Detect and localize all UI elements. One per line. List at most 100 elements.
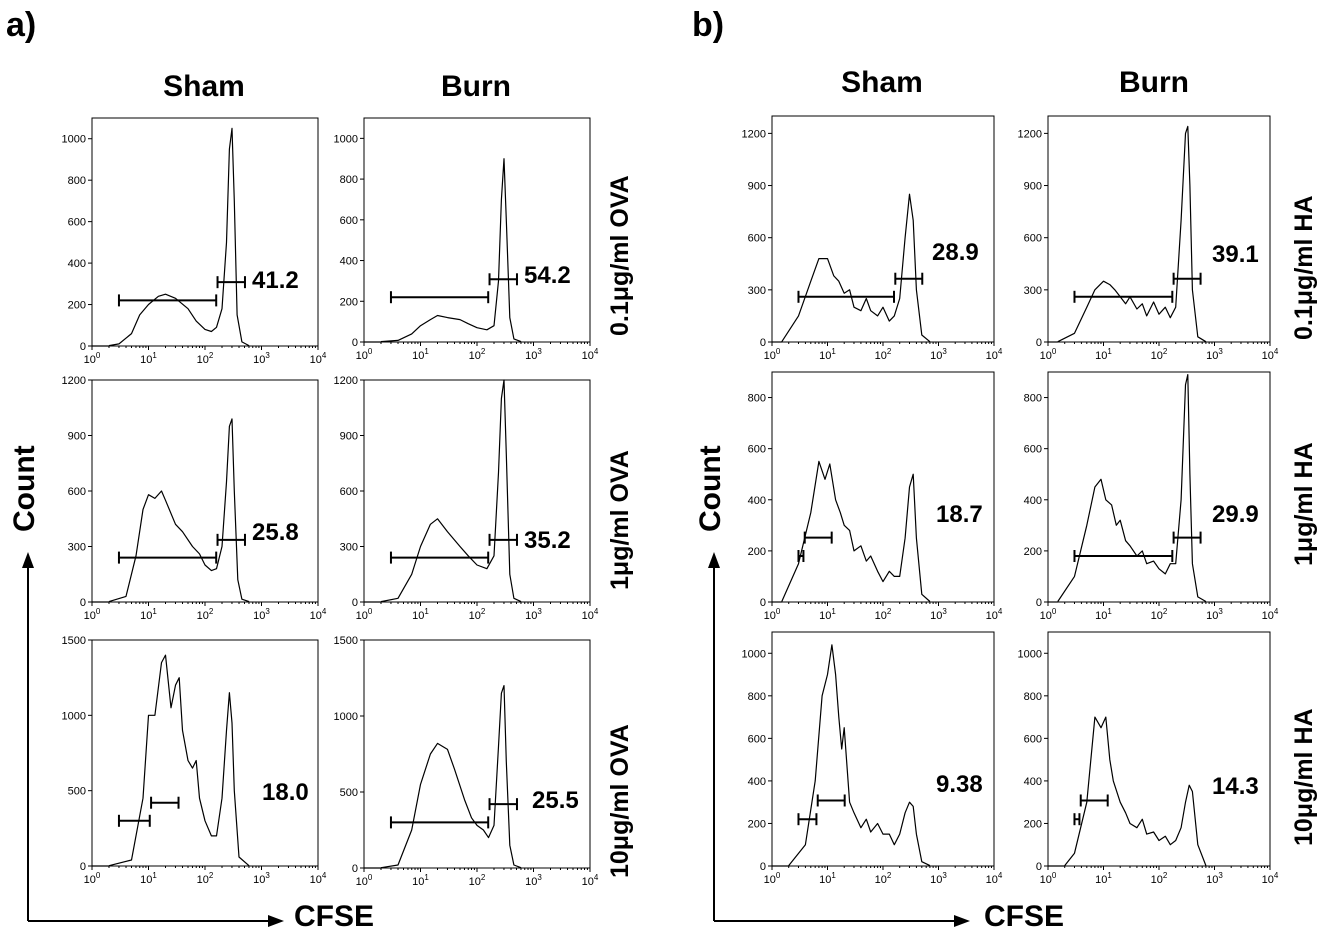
x-tick-label: 102 (1151, 871, 1168, 886)
panel-a-col-sham: Sham (163, 70, 245, 103)
y-tick-label: 300 (1024, 285, 1042, 297)
histogram-line (781, 193, 931, 343)
gate-percentage: 28.9 (932, 239, 979, 266)
x-tick-label: 104 (1262, 871, 1279, 886)
y-tick-label: 800 (1024, 393, 1042, 405)
panel-b-row-label-3: 10μg/ml HA (1290, 708, 1318, 846)
x-tick-label: 100 (764, 607, 781, 622)
histogram-line (788, 644, 931, 867)
y-tick-label: 1200 (1018, 128, 1042, 140)
x-tick-label: 104 (582, 873, 599, 888)
y-tick-label: 0 (352, 337, 358, 349)
x-tick-label: 103 (525, 607, 542, 622)
x-tick-label: 100 (1040, 607, 1057, 622)
panel-a-row-label-1: 0.1μg/ml OVA (606, 175, 634, 336)
histogram-line (108, 127, 250, 347)
y-tick-label: 400 (748, 495, 766, 507)
y-tick-label: 1000 (1018, 648, 1042, 660)
y-tick-label: 600 (748, 233, 766, 245)
y-tick-label: 200 (340, 296, 358, 308)
y-tick-label: 0 (80, 597, 86, 609)
panel-b-col-burn: Burn (1119, 66, 1189, 99)
histogram-b-sham-3: 0 200 400 600 800 1000 100 101 102 103 104 9.38 (742, 631, 1003, 886)
histogram-b-burn-2: 0 200 400 600 800 100 101 102 103 104 29.9 (1024, 371, 1279, 622)
histogram-line (1057, 374, 1207, 603)
panel-a-letter: a) (6, 6, 37, 44)
x-tick-label: 102 (875, 607, 892, 622)
x-tick-label: 104 (986, 871, 1003, 886)
histogram-b-sham-1: 0 300 600 900 1200 100 101 102 103 104 28.9 (742, 115, 1003, 362)
histogram-a-sham-2: 0 300 600 900 1200 100 101 102 103 104 25.8 (62, 375, 327, 622)
y-tick-label: 800 (748, 393, 766, 405)
x-tick-label: 103 (525, 347, 542, 362)
x-tick-label: 103 (930, 607, 947, 622)
y-tick-label: 1000 (334, 133, 358, 145)
x-tick-label: 101 (140, 351, 157, 366)
y-tick-label: 600 (68, 486, 86, 498)
y-tick-label: 0 (80, 861, 86, 873)
histogram-line (108, 418, 250, 603)
y-tick-label: 600 (1024, 233, 1042, 245)
y-tick-label: 0 (1036, 861, 1042, 873)
x-tick-label: 103 (253, 607, 270, 622)
y-tick-label: 200 (1024, 546, 1042, 558)
x-tick-label: 102 (875, 347, 892, 362)
y-tick-label: 1000 (62, 134, 86, 146)
y-tick-label: 0 (760, 861, 766, 873)
plot-frame (1047, 371, 1271, 603)
y-tick-label: 200 (1024, 818, 1042, 830)
y-tick-label: 0 (1036, 337, 1042, 349)
y-tick-label: 600 (748, 733, 766, 745)
y-tick-label: 400 (1024, 776, 1042, 788)
panel-b-row-label-1: 0.1μg/ml HA (1290, 195, 1318, 341)
x-tick-label: 103 (930, 347, 947, 362)
x-tick-label: 103 (1206, 347, 1223, 362)
x-tick-label: 103 (1206, 871, 1223, 886)
y-tick-label: 400 (340, 256, 358, 268)
y-tick-label: 900 (1024, 181, 1042, 193)
x-tick-label: 100 (84, 351, 101, 366)
y-tick-label: 0 (352, 597, 358, 609)
y-tick-label: 0 (760, 597, 766, 609)
x-tick-label: 103 (930, 871, 947, 886)
y-tick-label: 400 (68, 258, 86, 270)
x-tick-label: 102 (875, 871, 892, 886)
histogram-line (1064, 716, 1207, 866)
gate-percentage: 39.1 (1212, 241, 1259, 268)
histogram-line (380, 379, 522, 603)
y-tick-label: 1000 (62, 710, 86, 722)
x-tick-label: 101 (412, 607, 429, 622)
x-tick-label: 103 (525, 873, 542, 888)
panel-b-col-sham: Sham (841, 66, 923, 99)
x-tick-label: 100 (764, 871, 781, 886)
x-tick-label: 104 (310, 607, 327, 622)
histogram-a-burn-1: 0 200 400 600 800 1000 100 101 102 103 104 54.2 (334, 117, 599, 362)
x-tick-label: 100 (764, 347, 781, 362)
plot-frame (1047, 115, 1271, 343)
histogram-a-burn-3: 0 500 1000 1500 100 101 102 103 104 25.5 (334, 635, 599, 888)
x-tick-label: 101 (819, 871, 836, 886)
y-tick-label: 0 (80, 341, 86, 353)
y-tick-label: 300 (340, 542, 358, 554)
gate-percentage: 54.2 (524, 262, 571, 289)
y-tick-label: 0 (760, 337, 766, 349)
x-tick-label: 104 (986, 607, 1003, 622)
panel-b-axis-arrows (708, 552, 970, 927)
y-tick-label: 800 (748, 691, 766, 703)
plot-frame (771, 371, 995, 603)
x-tick-label: 102 (1151, 347, 1168, 362)
x-tick-label: 104 (986, 347, 1003, 362)
y-tick-label: 500 (68, 786, 86, 798)
y-tick-label: 200 (68, 300, 86, 312)
y-tick-label: 600 (1024, 444, 1042, 456)
gate-percentage: 14.3 (1212, 773, 1259, 800)
gate-percentage: 25.5 (532, 787, 579, 814)
y-tick-label: 600 (340, 215, 358, 227)
histogram-line (108, 654, 250, 867)
panel-a-col-burn: Burn (441, 70, 511, 103)
histogram-line (380, 158, 522, 343)
x-tick-label: 104 (310, 871, 327, 886)
gate-percentage: 29.9 (1212, 501, 1259, 528)
panel-a-row-label-2: 1μg/ml OVA (606, 450, 634, 590)
y-tick-label: 400 (748, 776, 766, 788)
